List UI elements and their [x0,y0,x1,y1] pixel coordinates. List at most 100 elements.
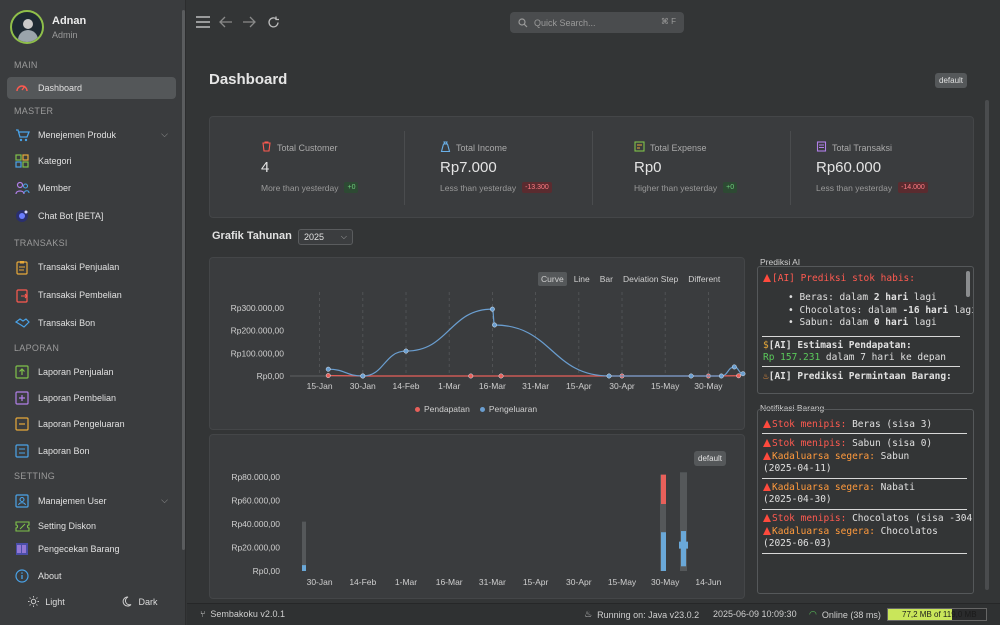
legend-item-pendapatan[interactable]: Pendapatan [415,404,470,414]
clipboard-icon [14,259,30,275]
legend-item-pengeluaran[interactable]: Pengeluaran [479,404,538,414]
ai-stok-item: • Sabun: dalam 0 hari lagi [788,317,937,328]
sidebar-item-dashboard[interactable]: Dashboard [7,77,176,99]
memory-indicator[interactable]: 77,2 MB of 119,0 MB [887,608,987,621]
sidebar-item-user[interactable]: Manajemen User ⌵ [7,490,176,512]
sun-icon [28,595,40,609]
info-icon [14,568,30,584]
sidebar-item-about[interactable]: About [7,565,176,587]
data-point [688,373,694,379]
light-theme-button[interactable]: Light [0,590,93,614]
runtime-info: ♨ Running on: Java v23.0.2 [584,609,700,620]
search-shortcut: ⌘ F [660,17,676,26]
back-arrow-icon[interactable] [218,14,234,30]
sidebar-scrollbar[interactable] [182,10,185,550]
series-line-pengeluaran [328,308,744,377]
sidebar-item-label: Laporan Penjualan [38,367,114,377]
forward-arrow-icon[interactable] [241,14,257,30]
chart2-badge[interactable]: default [694,451,727,466]
divider [762,336,960,337]
cart-icon [14,127,30,143]
memory-fill [888,609,952,620]
x-tick-label: 31-Mar [479,577,506,587]
sidebar-item-label: About [38,571,62,581]
data-point [606,373,612,379]
warning-icon [763,514,771,522]
speedometer-icon [14,80,30,96]
user-profile[interactable]: Adnan Admin [10,10,86,44]
sidebar-item-lap-bon[interactable]: Laporan Bon [7,440,176,462]
x-tick-label: 15-Apr [566,381,592,391]
refresh-icon[interactable] [265,14,281,30]
x-tick-label: 30-May [651,577,680,587]
main-scrollbar[interactable] [985,100,989,590]
sidebar-item-lap-pembelian[interactable]: Laporan Pembelian [7,387,176,409]
money-bag-icon [440,141,451,155]
chart-mode-different[interactable]: Different [688,274,721,284]
stat-value: Rp0 [634,159,662,176]
stat-value: Rp60.000 [816,159,882,176]
sidebar-item-label: Setting Diskon [38,521,97,531]
sidebar-item-lap-pengeluaran[interactable]: Laporan Pengeluaran [7,413,176,435]
sidebar-item-produk[interactable]: Menejemen Produk ⌵ [7,124,176,146]
data-point [360,373,366,379]
data-point [498,373,504,379]
notif-panel-title: Notifikasi Barang [760,403,825,413]
year-select[interactable]: 2025 ⌵ [298,229,353,245]
sidebar-item-lap-penjualan[interactable]: Laporan Penjualan [7,361,176,383]
sidebar-item-member[interactable]: Member [7,177,176,199]
notif-item-date: (2025-04-30) [763,494,832,505]
sidebar-item-diskon[interactable]: Setting Diskon [7,515,176,537]
menu-icon[interactable] [195,14,211,30]
data-point [325,366,331,372]
x-tick-label: 15-May [651,381,680,391]
notif-item: Stok menipis: Chocolatos (sisa -304) [763,513,973,524]
chevron-down-icon: ⌵ [340,232,347,241]
y-tick-label: Rp300.000,00 [231,303,285,313]
ai-stok-item: • Beras: dalam 2 hari lagi [788,292,937,303]
ai-box-scrollbar[interactable] [966,271,970,297]
sidebar-item-label: Transaksi Penjualan [38,262,120,272]
divider [762,509,967,510]
sidebar-item-kategori[interactable]: Kategori [7,150,176,172]
sidebar-item-cek-barang[interactable]: Pengecekan Barang [7,538,176,560]
data-point [492,322,498,328]
x-tick-label: 1-Mar [438,381,460,391]
page-badge[interactable]: default [935,73,968,88]
data-point [489,306,495,312]
sidebar-item-bon[interactable]: Transaksi Bon [7,312,176,334]
bar-pengeluaran [681,531,686,567]
x-tick-label: 30-Jan [307,577,333,587]
search-input[interactable]: Quick Search... ⌘ F [510,12,684,33]
stat-delta-badge: +0 [344,182,359,193]
export-icon [14,287,30,303]
legend-label: Pengeluaran [488,404,538,414]
ai-income-line: Rp 157.231 dalam 7 hari ke depan [763,352,947,363]
sidebar-item-chatbot[interactable]: Chat Bot [BETA] [7,205,176,227]
sidebar-item-penjualan[interactable]: Transaksi Penjualan [7,256,176,278]
section-transaksi: TRANSAKSI [14,238,68,248]
chart-mode-deviation-step[interactable]: Deviation Step [623,274,679,284]
chart-mode-curve[interactable]: Curve [538,272,567,286]
customer-icon [261,141,272,154]
divider [762,433,967,434]
notification-box: Stok menipis: Beras (sisa 3) Stok menipi… [757,409,974,594]
sidebar-item-pembelian[interactable]: Transaksi Pembelian [7,284,176,306]
dark-theme-button[interactable]: Dark [93,590,186,614]
x-tick-label: 31-Mar [522,381,549,391]
dark-theme-label: Dark [138,597,158,607]
notif-item-date: (2025-06-03) [763,538,832,549]
x-tick-label: 15-Apr [523,577,549,587]
y-tick-label: Rp0,00 [257,371,285,381]
y-tick-label: Rp20.000,00 [231,543,280,553]
ai-panel-title: Prediksi AI [760,257,801,267]
divider [404,131,405,205]
chart-mode-line[interactable]: Line [573,274,590,284]
y-tick-label: Rp80.000,00 [231,472,280,482]
yearly-bar-chart: Rp80.000,00 Rp60.000,00 Rp40.000,00 Rp20.00… [209,434,745,599]
yearly-line-chart: 15-Jan 30-Jan 14-Feb 1-Mar 16-Mar 31-Mar 15-Ap… [209,257,746,430]
ai-demand-heading: ♨[AI] Prediksi Permintaan Barang: [763,371,952,382]
chart-mode-bar[interactable]: Bar [599,274,613,284]
chevron-down-icon: ⌵ [161,129,168,139]
y-tick-label: Rp0,00 [253,566,281,576]
